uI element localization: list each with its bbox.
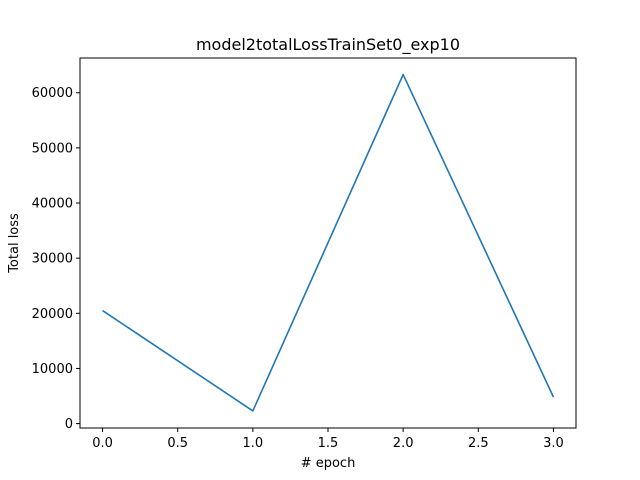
x-tick-label: 3.0 [543, 436, 564, 451]
series-layer [102, 73, 555, 412]
y-tick-label: 10000 [32, 362, 73, 377]
x-tick-label: 0.0 [92, 436, 113, 451]
x-tick-label: 2.0 [393, 436, 414, 451]
y-axis-label: Total loss [7, 213, 22, 274]
y-axis-ticks: 0 10000 20000 30000 40000 50000 60000 [32, 86, 80, 432]
x-axis-label: # epoch [301, 456, 356, 471]
x-axis-ticks: 0.0 0.5 1.0 1.5 2.0 2.5 3.0 [92, 428, 564, 451]
y-tick-label: 50000 [32, 141, 73, 156]
y-tick-label: 60000 [32, 86, 73, 101]
y-tick-label: 30000 [32, 252, 73, 267]
x-tick-label: 1.0 [243, 436, 264, 451]
y-tick-label: 40000 [32, 197, 73, 212]
x-tick-label: 0.5 [167, 436, 188, 451]
y-tick-label: 0 [65, 417, 73, 432]
x-tick-label: 2.5 [468, 436, 489, 451]
y-tick-label: 20000 [32, 307, 73, 322]
series-line [102, 73, 555, 412]
x-tick-label: 1.5 [318, 436, 339, 451]
chart-title: model2totalLossTrainSet0_exp10 [196, 35, 460, 55]
